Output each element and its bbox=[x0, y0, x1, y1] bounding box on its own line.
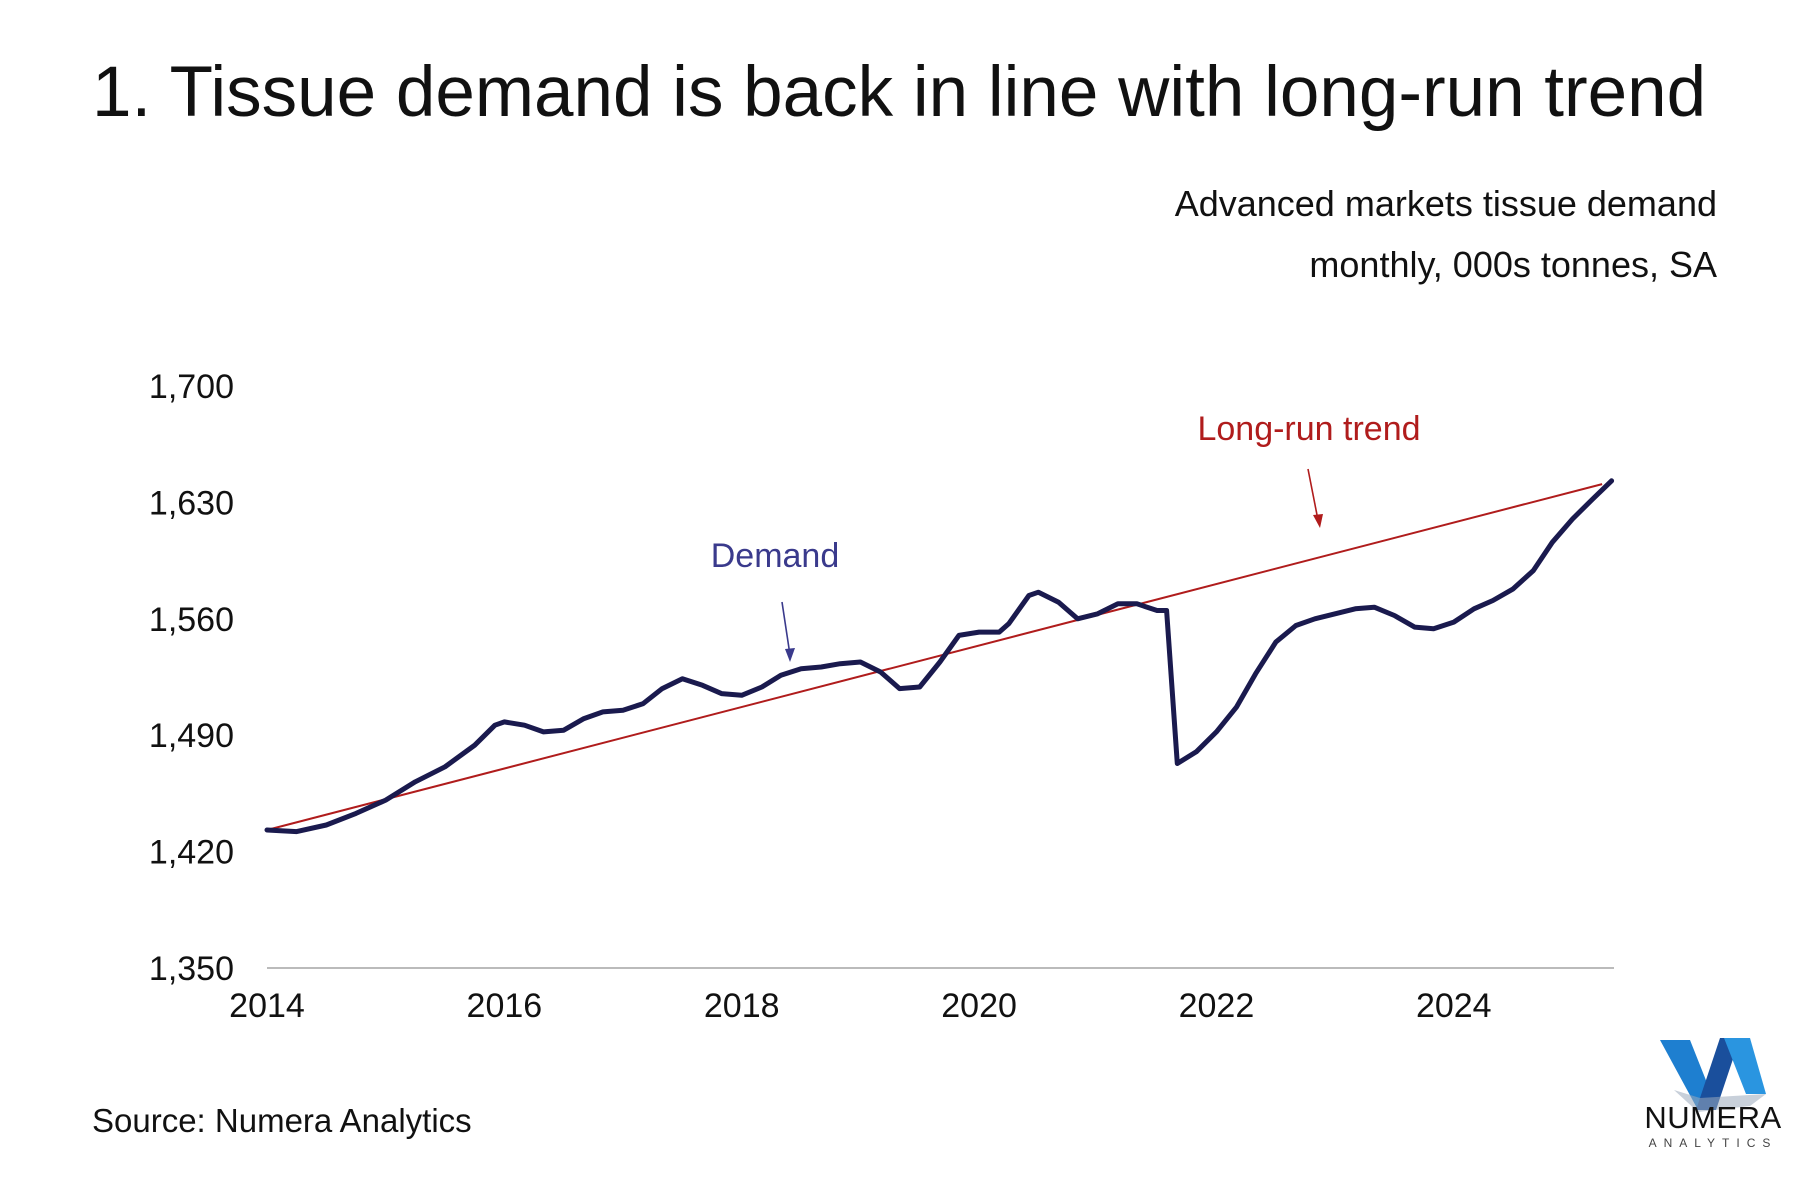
chart-title: 1. Tissue demand is back in line with lo… bbox=[92, 53, 1707, 132]
x-tick-label: 2014 bbox=[229, 987, 305, 1025]
logo-wordmark: NUMERA bbox=[1644, 1100, 1782, 1135]
series-line-long-run-trend bbox=[266, 483, 1603, 831]
y-tick-label: 1,420 bbox=[149, 834, 234, 872]
chart-subtitle-line-1: Advanced markets tissue demand bbox=[1174, 183, 1717, 224]
x-tick-label: 2020 bbox=[941, 987, 1017, 1025]
x-tick-label: 2024 bbox=[1416, 987, 1492, 1025]
y-tick-label: 1,630 bbox=[149, 484, 234, 522]
x-tick-label: 2018 bbox=[704, 987, 780, 1025]
y-tick-label: 1,560 bbox=[149, 601, 234, 639]
annotation-long-run-trend-label: Long-run trend bbox=[1197, 410, 1420, 448]
numera-logo-icon bbox=[1660, 1038, 1766, 1112]
x-tick-label: 2016 bbox=[467, 987, 543, 1025]
annotation-demand-arrow bbox=[781, 601, 791, 656]
y-tick-label: 1,490 bbox=[149, 717, 234, 755]
chart-subtitle-line-2: monthly, 000s tonnes, SA bbox=[1309, 244, 1717, 285]
logo-subtext: ANALYTICS bbox=[1648, 1136, 1778, 1150]
line-chart: 1,350 1,420 1,490 1,560 1,630 1,700 2014 2016 20… bbox=[149, 368, 1615, 1025]
annotation-long-run-trend-arrow bbox=[1307, 468, 1319, 521]
source-note: Source: Numera Analytics bbox=[92, 1102, 472, 1139]
x-tick-label: 2022 bbox=[1179, 987, 1255, 1025]
annotation-demand-label: Demand bbox=[711, 537, 840, 575]
y-tick-label: 1,350 bbox=[149, 950, 234, 988]
annotation-demand-arrowhead bbox=[785, 648, 795, 662]
annotation-long-run-trend-arrowhead bbox=[1313, 514, 1323, 528]
y-tick-label: 1,700 bbox=[149, 368, 234, 406]
series-line-demand bbox=[264, 478, 1615, 835]
